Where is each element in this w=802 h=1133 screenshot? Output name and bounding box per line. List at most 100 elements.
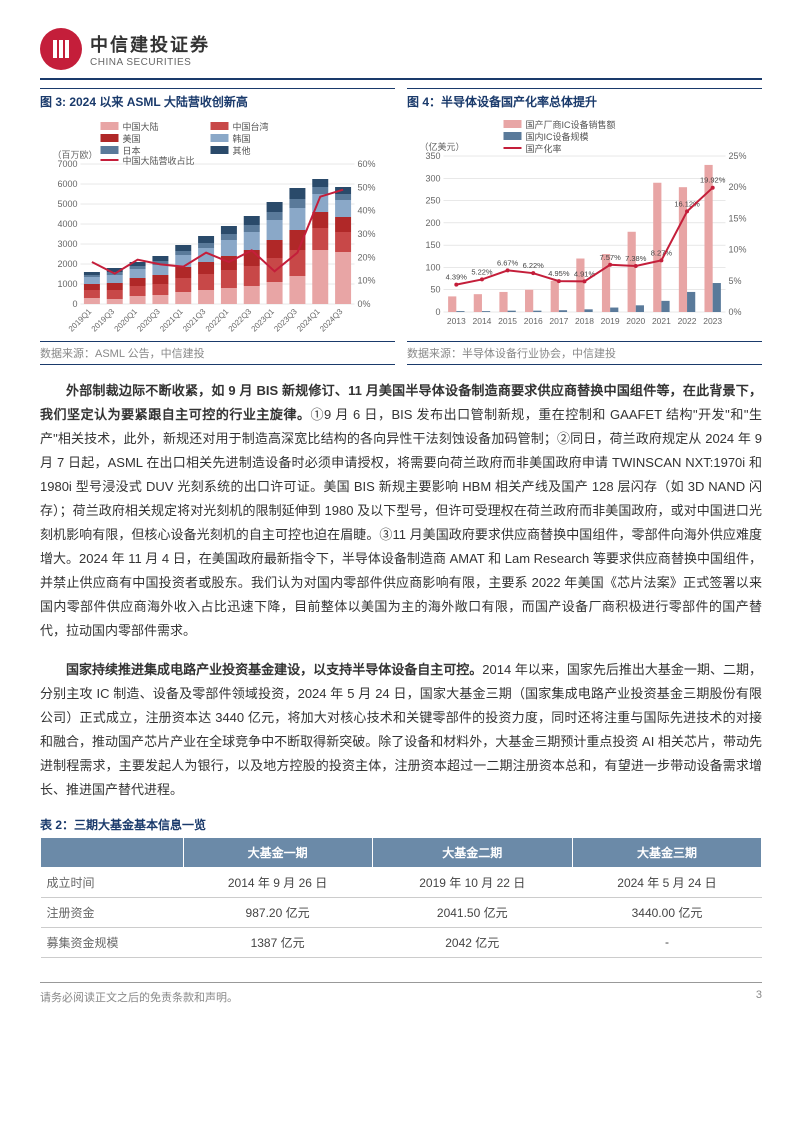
svg-text:40%: 40% [358, 206, 376, 216]
svg-text:2020: 2020 [626, 316, 645, 326]
fund-table: 大基金一期大基金二期大基金三期成立时间2014 年 9 月 26 日2019 年… [40, 837, 762, 958]
svg-text:200: 200 [425, 218, 440, 228]
svg-text:0: 0 [72, 299, 77, 309]
svg-text:25%: 25% [729, 151, 747, 161]
svg-text:其他: 其他 [233, 145, 251, 156]
chart3-source: 数据来源：ASML 公告，中信建投 [40, 341, 395, 365]
svg-text:50%: 50% [358, 182, 376, 192]
svg-text:2014: 2014 [472, 316, 491, 326]
svg-text:6.67%: 6.67% [497, 258, 519, 267]
page-header: 中信建投证券 CHINA SECURITIES [40, 28, 762, 80]
svg-text:中国大陆营收占比: 中国大陆营收占比 [123, 155, 195, 166]
chart4-title: 图 4：半导体设备国产化率总体提升 [407, 88, 762, 110]
table-cell: - [572, 927, 761, 957]
svg-text:50: 50 [430, 285, 440, 295]
para2-rest: 2014 年以来，国家先后推出大基金一期、二期，分别主攻 IC 制造、设备及零部… [40, 662, 762, 797]
svg-text:6.22%: 6.22% [523, 261, 545, 270]
chart4-svg: 0 50 100 150 200 250 300 350 0% 5% 10% 15% 20% 25% （亿美… [407, 116, 762, 336]
svg-text:0%: 0% [358, 299, 371, 309]
svg-text:2020Q3: 2020Q3 [135, 307, 162, 334]
table-cell: 3440.00 亿元 [572, 897, 761, 927]
chart4-source: 数据来源：半导体设备行业协会，中信建投 [407, 341, 762, 365]
svg-text:2021Q3: 2021Q3 [181, 307, 208, 334]
svg-text:7.38%: 7.38% [625, 254, 647, 263]
svg-text:19.92%: 19.92% [700, 176, 726, 185]
chart3-title: 图 3: 2024 以来 ASML 大陆营收创新高 [40, 88, 395, 110]
svg-text:2023Q3: 2023Q3 [272, 307, 299, 334]
svg-text:（百万欧）: （百万欧） [53, 149, 98, 160]
company-en: CHINA SECURITIES [90, 57, 210, 68]
svg-text:5.22%: 5.22% [471, 267, 493, 276]
paragraph-2: 国家持续推进集成电路产业投资基金建设，以支持半导体设备自主可控。2014 年以来… [40, 658, 762, 802]
table-row: 注册资金987.20 亿元2041.50 亿元3440.00 亿元 [41, 897, 762, 927]
para2-lead: 国家持续推进集成电路产业投资基金建设，以支持半导体设备自主可控。 [66, 662, 482, 677]
svg-text:中国台湾: 中国台湾 [233, 121, 269, 132]
svg-text:10%: 10% [729, 245, 747, 255]
svg-text:150: 150 [425, 240, 440, 250]
svg-text:8.27%: 8.27% [651, 248, 673, 257]
svg-text:15%: 15% [729, 213, 747, 223]
chart-3: 图 3: 2024 以来 ASML 大陆营收创新高 01000200030004… [40, 88, 395, 365]
table2-title: 表 2：三期大基金基本信息一览 [40, 816, 762, 833]
table-row: 成立时间2014 年 9 月 26 日2019 年 10 月 22 日2024 … [41, 867, 762, 897]
table-cell: 2014 年 9 月 26 日 [183, 867, 372, 897]
svg-text:国内IC设备规模: 国内IC设备规模 [526, 131, 589, 142]
paragraph-1: 外部制裁边际不断收紧，如 9 月 BIS 新规修订、11 月美国半导体设备制造商… [40, 379, 762, 644]
svg-text:2022Q1: 2022Q1 [204, 307, 231, 334]
svg-text:3000: 3000 [57, 239, 77, 249]
svg-text:2019Q1: 2019Q1 [67, 307, 94, 334]
svg-text:5000: 5000 [57, 199, 77, 209]
svg-text:2013: 2013 [447, 316, 466, 326]
table-header: 大基金一期 [183, 837, 372, 867]
table-cell: 募集资金规模 [41, 927, 184, 957]
chart3-svg: 010002000300040005000600070000%10%20%30%… [40, 116, 395, 336]
svg-text:2016: 2016 [524, 316, 543, 326]
chart-4: 图 4：半导体设备国产化率总体提升 0501001502002503003500… [407, 88, 762, 365]
svg-text:250: 250 [425, 196, 440, 206]
svg-text:7000: 7000 [57, 159, 77, 169]
svg-text:4000: 4000 [57, 219, 77, 229]
svg-text:2024Q3: 2024Q3 [318, 307, 345, 334]
table-cell: 2041.50 亿元 [372, 897, 572, 927]
svg-text:1000: 1000 [57, 279, 77, 289]
svg-text:2023Q1: 2023Q1 [250, 307, 277, 334]
table-cell: 2042 亿元 [372, 927, 572, 957]
svg-text:日本: 日本 [123, 145, 141, 156]
svg-text:20%: 20% [729, 182, 747, 192]
table-cell: 987.20 亿元 [183, 897, 372, 927]
svg-text:4.95%: 4.95% [548, 269, 570, 278]
svg-text:2023: 2023 [703, 316, 722, 326]
svg-text:2022: 2022 [678, 316, 697, 326]
svg-text:10%: 10% [358, 276, 376, 286]
table-cell: 2019 年 10 月 22 日 [372, 867, 572, 897]
svg-text:350: 350 [425, 151, 440, 161]
svg-text:美国: 美国 [123, 133, 141, 144]
svg-text:0: 0 [435, 307, 440, 317]
svg-text:20%: 20% [358, 252, 376, 262]
table-header: 大基金三期 [572, 837, 761, 867]
company-cn: 中信建投证券 [90, 31, 210, 57]
svg-text:国产化率: 国产化率 [526, 143, 562, 154]
table-cell: 1387 亿元 [183, 927, 372, 957]
svg-text:100: 100 [425, 262, 440, 272]
svg-text:5%: 5% [729, 276, 742, 286]
svg-text:300: 300 [425, 173, 440, 183]
page-number: 3 [756, 989, 762, 1005]
svg-text:2021: 2021 [652, 316, 671, 326]
svg-text:4.39%: 4.39% [446, 273, 468, 282]
table-cell: 2024 年 5 月 24 日 [572, 867, 761, 897]
table-cell: 注册资金 [41, 897, 184, 927]
logo-icon [40, 28, 82, 70]
svg-text:2019Q3: 2019Q3 [90, 307, 117, 334]
svg-text:（亿美元）: （亿美元） [420, 141, 465, 152]
svg-text:0%: 0% [729, 307, 742, 317]
svg-text:6000: 6000 [57, 179, 77, 189]
table-cell: 成立时间 [41, 867, 184, 897]
svg-text:2024Q1: 2024Q1 [295, 307, 322, 334]
svg-text:2021Q1: 2021Q1 [158, 307, 185, 334]
company-name: 中信建投证券 CHINA SECURITIES [90, 31, 210, 68]
svg-text:中国大陆: 中国大陆 [123, 121, 159, 132]
svg-text:30%: 30% [358, 229, 376, 239]
svg-text:2022Q3: 2022Q3 [227, 307, 254, 334]
table-header [41, 837, 184, 867]
